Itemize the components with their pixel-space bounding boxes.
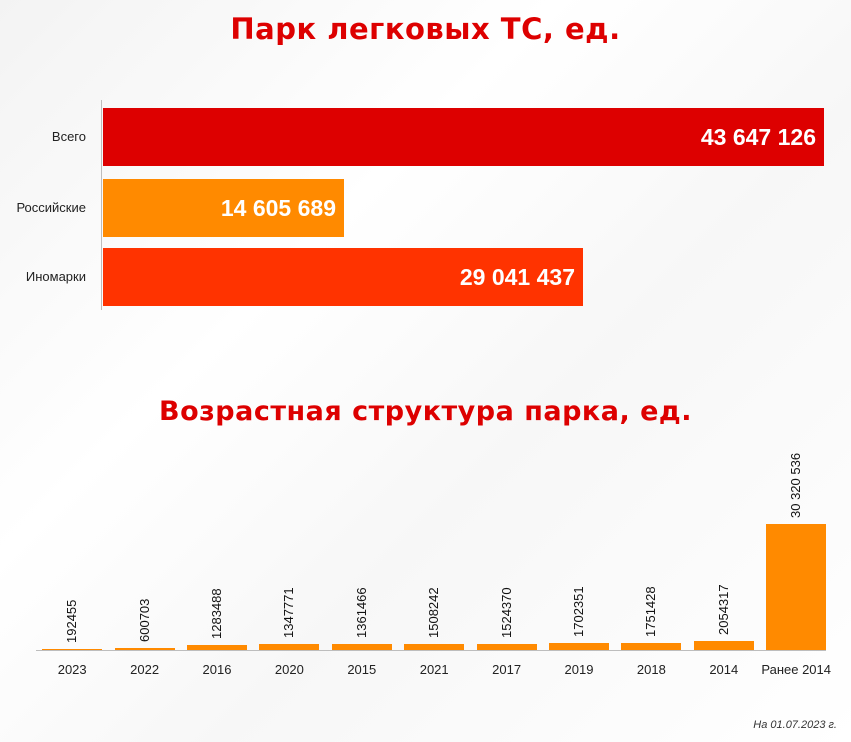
hbar-0: 43 647 126 xyxy=(103,108,824,166)
vbar-category-label: 2014 xyxy=(709,662,739,677)
hbar-axis xyxy=(101,100,102,310)
vbar-category-label: 2022 xyxy=(130,662,160,677)
vbar-category-label: 2017 xyxy=(492,662,522,677)
vbar-2 xyxy=(187,645,247,650)
hbar-2: 29 041 437 xyxy=(103,248,583,306)
vbar-5 xyxy=(404,644,465,650)
vbar-category-label: 2016 xyxy=(202,662,232,677)
vbar-category-label: 2020 xyxy=(274,662,304,677)
vbar-value-label: 1751428 xyxy=(643,586,659,637)
vbar-value-label: 192455 xyxy=(64,599,80,643)
hbar-category-label: Иномарки xyxy=(25,269,86,284)
vbar-value-label: 1361466 xyxy=(353,587,369,638)
vbar-category-label: 2023 xyxy=(57,662,87,677)
vbar-value-label: 1347771 xyxy=(281,587,297,638)
vbar-value-label: 1283488 xyxy=(209,588,224,639)
hbar-category-label: Российские xyxy=(16,200,86,215)
hbar-category-label: Всего xyxy=(51,129,86,144)
vbar-8 xyxy=(621,643,682,650)
vbar-category-label: 2021 xyxy=(419,662,449,677)
vbar-9 xyxy=(693,641,754,650)
vbar-value-label: 2054317 xyxy=(715,584,731,635)
chart-title-age: Возрастная структура парка, ед. xyxy=(158,396,692,427)
vbar-value-label: 600703 xyxy=(136,598,152,642)
vbar-value-label: 30 320 536 xyxy=(788,452,804,518)
vbar-1 xyxy=(114,648,175,650)
vbar-6 xyxy=(476,644,537,650)
hbar-value-label: 29 041 437 xyxy=(459,263,575,290)
vbar-category-label: 2019 xyxy=(564,662,594,677)
vbar-4 xyxy=(331,644,392,650)
hbar-value-label: 43 647 126 xyxy=(700,123,816,150)
vbar-category-label: Ранее 2014 xyxy=(761,662,831,677)
vbar-category-label: 2018 xyxy=(636,662,666,677)
vbar-value-label: 1702351 xyxy=(571,586,586,637)
hbar-1: 14 605 689 xyxy=(103,179,344,237)
chart-title-fleet: Парк легковых ТС, ед. xyxy=(230,12,621,46)
vbar-7 xyxy=(549,643,609,650)
date-footnote: На 01.07.2023 г. xyxy=(753,719,837,731)
vbar-axis xyxy=(36,650,826,651)
vbar-0 xyxy=(42,649,103,650)
hbar-value-label: 14 605 689 xyxy=(220,194,336,221)
vbar-value-label: 1524370 xyxy=(498,587,514,638)
vbar-10 xyxy=(766,524,827,650)
vbar-category-label: 2015 xyxy=(347,662,377,677)
vbar-3 xyxy=(259,644,320,650)
vbar-value-label: 1508242 xyxy=(426,587,442,638)
